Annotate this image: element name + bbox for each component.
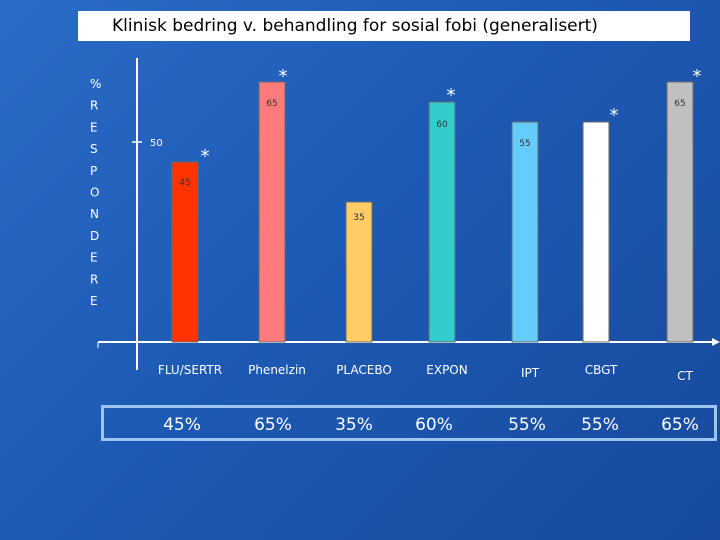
bar [258,81,286,343]
percent-row: 45% 65% 35% 60% 55% 55% 65% [163,415,699,435]
x-axis-arrow-icon [712,338,720,346]
bar-series [171,81,694,343]
y-axis-letter: P [90,164,97,178]
bar [428,101,456,343]
bar-value-label: 65 [674,99,685,109]
percent-cell: 35% [335,415,373,435]
y-axis-letter: S [90,142,98,156]
significance-star: * [279,66,288,87]
significance-marks: * * * * * [201,66,702,167]
significance-star: * [201,146,210,167]
y-axis-letter: E [90,120,98,134]
bar [582,121,610,343]
percent-cell: 55% [581,415,619,435]
y-axis-letter: D [90,229,99,243]
significance-star: * [693,66,702,87]
bar-value-label: 65 [266,99,277,109]
x-tick-label: EXPON [426,363,467,377]
bar-value-label: 60 [436,120,448,130]
bar-value-label: 45 [179,178,190,188]
x-tick-label: Phenelzin [248,363,306,377]
percent-cell: 65% [661,415,699,435]
x-tick-label: FLU/SERTR [158,363,222,377]
percent-cell: 55% [508,415,546,435]
value-labels: 45 65 35 60 55 65 [179,99,685,223]
bar [345,201,373,343]
y-axis-letter: R [90,272,98,286]
y-axis-letter: N [90,207,99,221]
percent-table-frame [101,405,717,441]
significance-star: * [610,105,619,126]
bar [511,121,539,343]
percent-cell: 65% [254,415,292,435]
chart-axes: 50 [97,58,720,370]
y-axis-letter: E [90,294,98,308]
y-axis-letter: E [90,251,98,265]
percent-cell: 60% [415,415,453,435]
percent-cell: 45% [163,415,201,435]
x-tick-label: IPT [521,366,540,380]
chart-title: Klinisk bedring v. behandling for sosial… [78,11,690,41]
x-tick-labels: FLU/SERTR Phenelzin PLACEBO EXPON IPT CBGT CT [158,363,694,383]
y-axis-letter: R [90,99,98,113]
bar [171,161,199,343]
y-axis-letter: % [90,77,101,91]
x-tick-label: CT [677,369,693,383]
bar-value-label: 35 [353,213,364,223]
significance-star: * [447,85,456,106]
bar-value-label: 55 [519,139,530,149]
x-tick-label: PLACEBO [336,363,392,377]
x-tick-label: CBGT [585,363,618,377]
bar [666,81,694,343]
y-axis-letter: O [90,186,99,200]
reference-label: 50 [150,138,163,149]
